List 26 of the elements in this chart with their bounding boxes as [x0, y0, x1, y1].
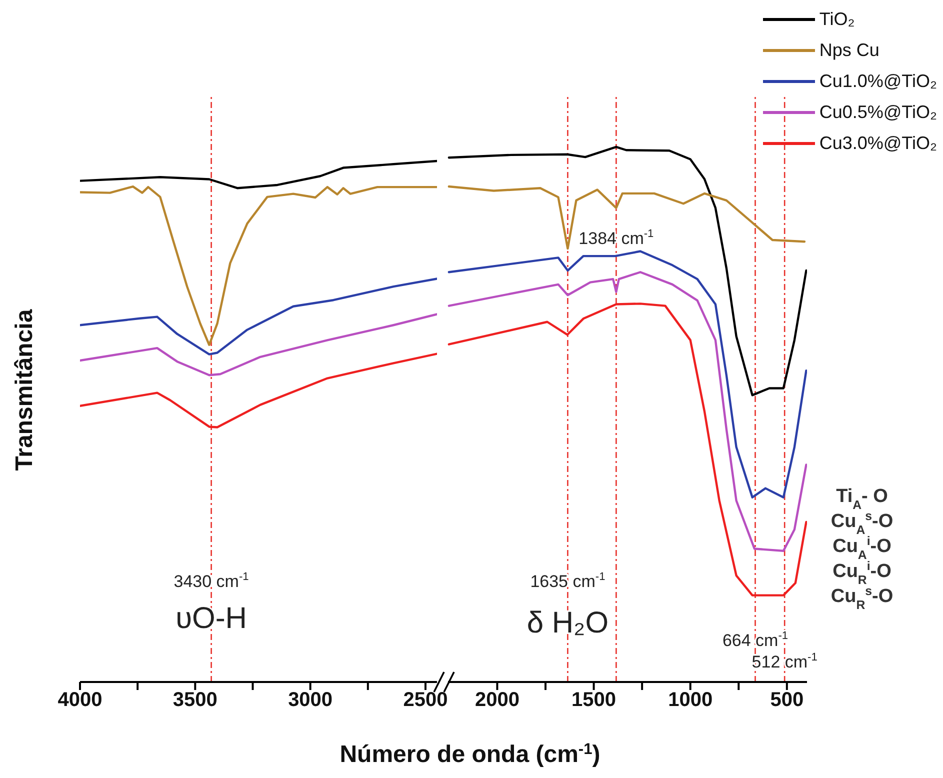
x-tick-label: 3500: [172, 689, 218, 712]
x-tick-label: 3000: [288, 689, 333, 712]
x-tick-label: 2000: [474, 689, 520, 712]
x-tick-label: 1500: [572, 689, 616, 712]
x-tick-label: 1000: [668, 689, 713, 712]
legend-label: Nps Cu: [819, 40, 880, 61]
text: Cu$_{A}$$^{s}$-O: [830, 509, 894, 537]
legend-label: TiO₂: [819, 9, 855, 30]
annotation: 3430 cm$^{-1}$: [174, 570, 249, 592]
annotation: 1384 cm$^{-1}$: [578, 228, 654, 248]
annotation: 1635 cm$^{-1}$: [530, 570, 606, 592]
x-tick-label: 4000: [58, 689, 102, 712]
legend-label: Cu0.5%@TiO₂: [819, 102, 937, 123]
legend-label: Cu1.0%@TiO₂: [819, 71, 937, 92]
annotation: υO-H: [176, 602, 247, 635]
annotation: 512 cm$^{-1}$: [752, 651, 818, 672]
annotation: δ H₂O: [526, 606, 609, 640]
text: Cu$_{A}$$^{i}$-O: [832, 534, 892, 562]
y-axis-title: Transmitância: [11, 308, 38, 471]
text: Cu$_{R}$$^{i}$-O: [832, 559, 892, 587]
legend-label: Cu3.0%@TiO₂: [819, 133, 937, 154]
x-tick-label: 2500: [403, 689, 448, 712]
text: Ti$_{A}$- O: [836, 486, 888, 512]
text: Cu$_{R}$$^{s}$-O: [830, 584, 894, 612]
x-tick-label: 500: [770, 689, 804, 712]
x-axis-title: Número de onda (cm$^{-1}$): [340, 740, 600, 768]
